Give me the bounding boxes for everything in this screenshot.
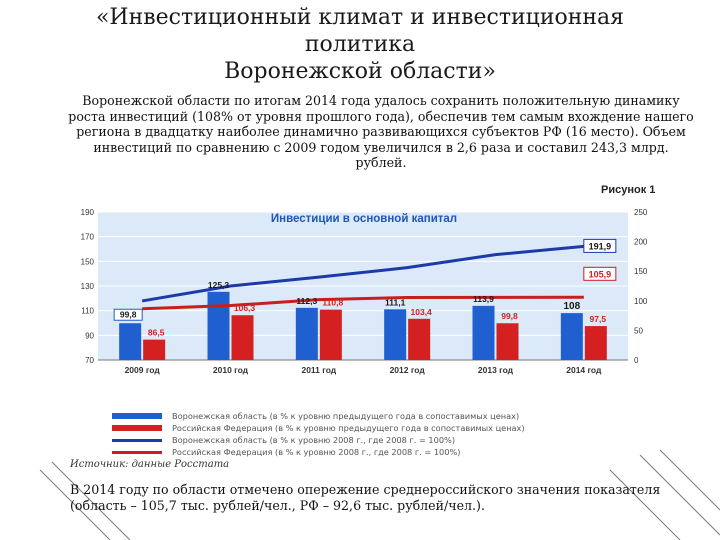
bar-label-region: 125,3 <box>208 280 230 290</box>
bar-region <box>472 305 495 360</box>
right-tick-label: 200 <box>634 238 648 247</box>
bar-rf <box>231 315 254 360</box>
title-line-3: Воронежской области» <box>224 59 496 84</box>
x-axis-labels: 2009 год 2010 год 2011 год 2012 год 2013 год… <box>125 365 602 375</box>
legend-label: Российская Федерация (в % к уровню преды… <box>172 423 525 433</box>
bar-region <box>560 313 583 360</box>
legend-label: Российская Федерация (в % к уровню 2008 … <box>172 447 461 457</box>
right-tick-label: 0 <box>634 356 639 365</box>
line-label-box-rf <box>583 266 617 281</box>
bar-label-rf: 97,5 <box>590 314 607 324</box>
left-tick-label: 130 <box>81 282 95 291</box>
data-labels-layer: 99,8 86,5 125,3 106,3 112,3 110,8 111,1 103,4 11… <box>113 238 617 338</box>
x-tick-label: 2009 год <box>125 365 161 375</box>
left-tick-label: 170 <box>81 233 95 242</box>
x-tick-label: 2013 год <box>478 365 514 375</box>
left-tick-label: 150 <box>81 257 95 266</box>
bar-rf <box>584 326 607 360</box>
bottom-paragraph: В 2014 году по области отмечено опережен… <box>70 482 661 513</box>
x-tick-label: 2012 год <box>390 365 426 375</box>
right-tick-label: 100 <box>634 297 648 306</box>
bar-rf <box>408 318 431 360</box>
investment-chart: Инвестиции в основной капитал 1901701501… <box>81 208 648 375</box>
left-tick-label: 190 <box>81 208 95 217</box>
bar-label-rf: 103,4 <box>411 307 433 317</box>
grid-lines <box>98 211 628 361</box>
bar-label-region: 108 <box>563 301 580 312</box>
bar-region <box>295 307 318 360</box>
intro-paragraph: Воронежской области по итогам 2014 года … <box>68 93 694 171</box>
title-line-2: политика <box>304 32 416 57</box>
right-tick-label: 150 <box>634 267 648 276</box>
legend-item-rf-bar: Российская Федерация (в % к уровню преды… <box>112 422 612 434</box>
bar-label-region: 113,9 <box>473 294 494 304</box>
bar-label-rf: 99,8 <box>501 311 518 321</box>
legend-label: Воронежская область (в % к уровню 2008 г… <box>172 435 456 445</box>
right-axis: 250 200 150 100 50 0 <box>634 208 648 365</box>
line-rf <box>142 295 584 311</box>
left-tick-label: 110 <box>81 307 94 316</box>
left-tick-label: 70 <box>85 356 94 365</box>
bar-label-rf: 110,8 <box>322 298 343 308</box>
x-tick-label: 2011 год <box>301 365 336 375</box>
bar-label-box-region <box>113 308 143 321</box>
chart-legend: Воронежская область (в % к уровню предыд… <box>112 410 612 458</box>
line-region <box>141 244 584 303</box>
bar-region <box>119 323 142 360</box>
bar-rf <box>143 339 166 360</box>
legend-swatch-region-line <box>112 438 162 442</box>
bars-layer <box>119 291 607 360</box>
x-tick-label: 2010 год <box>213 365 249 375</box>
bar-label-region: 99,8 <box>120 310 137 320</box>
bar-rf <box>319 309 342 360</box>
bar-region <box>207 291 230 360</box>
bar-label-region: 112,3 <box>296 296 317 306</box>
right-tick-label: 250 <box>634 208 648 217</box>
x-tick-label: 2014 год <box>566 365 602 375</box>
chart-title: Инвестиции в основной капитал <box>271 213 457 225</box>
legend-item-region-line: Воронежская область (в % к уровню 2008 г… <box>112 434 612 446</box>
lines-layer <box>141 244 584 311</box>
bar-label-rf: 106,3 <box>234 303 256 313</box>
legend-swatch-rf-bar <box>112 425 162 431</box>
line-label-region: 191,9 <box>589 241 612 251</box>
left-tick-label: 90 <box>85 331 94 340</box>
bar-region <box>384 309 407 360</box>
legend-item-region-bar: Воронежская область (в % к уровню предыд… <box>112 410 612 422</box>
legend-item-rf-line: Российская Федерация (в % к уровню 2008 … <box>112 446 612 458</box>
legend-swatch-region-bar <box>112 413 162 419</box>
bar-rf <box>496 323 519 360</box>
source-note: Источник: данные Росстата <box>70 459 230 470</box>
legend-swatch-rf-line <box>112 450 162 454</box>
line-label-rf: 105,9 <box>589 269 612 279</box>
line-label-box-region <box>583 238 617 253</box>
right-tick-label: 50 <box>634 326 643 335</box>
legend-label: Воронежская область (в % к уровню предыд… <box>172 411 520 421</box>
page-title: «Инвестиционный климат и инвестиционная … <box>40 4 680 85</box>
bar-label-rf: 86,5 <box>148 328 165 338</box>
bar-label-region: 111,1 <box>385 297 406 307</box>
left-axis: 190 170 150 130 110 90 70 <box>81 208 95 365</box>
figure-label: Рисунок 1 <box>601 184 656 196</box>
title-line-1: «Инвестиционный климат и инвестиционная <box>95 5 625 30</box>
